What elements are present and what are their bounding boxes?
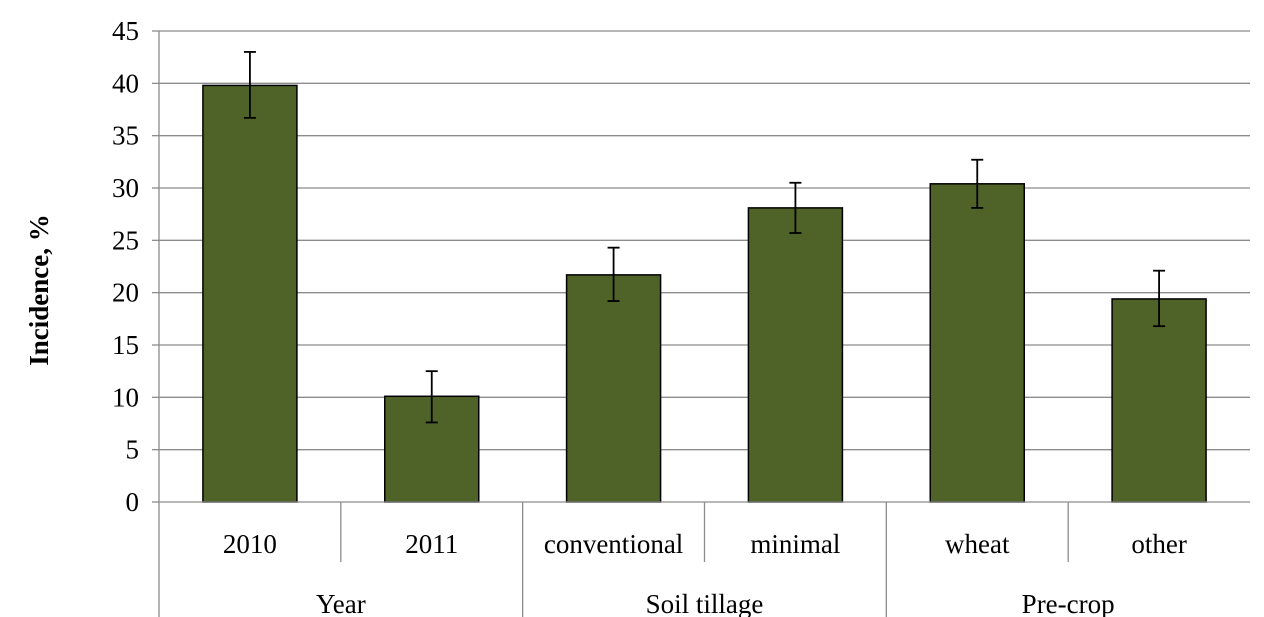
- y-tick-label: 35: [112, 121, 139, 151]
- y-tick-label: 5: [126, 435, 140, 465]
- y-axis-ticks: 0 5 10 15 20 25 30 35 40 45: [112, 16, 139, 517]
- bar: [202, 84, 298, 503]
- y-tick-label: 25: [112, 225, 139, 255]
- category-label: wheat: [945, 529, 1010, 559]
- bar: [747, 207, 844, 503]
- bar: [929, 183, 1025, 503]
- gridlines: [159, 30, 1250, 451]
- y-tick-label: 40: [112, 68, 139, 98]
- category-label: minimal: [750, 529, 840, 559]
- y-tick-label: 30: [112, 173, 139, 203]
- y-axis-title: Incidence, %: [24, 214, 54, 366]
- bars: [202, 84, 1207, 503]
- axes: [152, 30, 1250, 617]
- bar: [565, 274, 662, 503]
- group-label: Soil tillage: [646, 589, 764, 617]
- y-tick-label: 10: [112, 382, 139, 412]
- x-axis-group-labels: Year Soil tillage Pre-crop: [316, 589, 1115, 617]
- category-label: conventional: [544, 529, 683, 559]
- y-tick-label: 0: [126, 487, 140, 517]
- category-label: 2011: [405, 529, 458, 559]
- x-axis-category-labels: 2010 2011 conventional minimal wheat other: [223, 529, 1187, 559]
- y-tick-label: 15: [112, 330, 139, 360]
- y-tick-label: 45: [112, 16, 139, 46]
- category-label: 2010: [223, 529, 277, 559]
- category-label: other: [1131, 529, 1186, 559]
- bar: [1111, 298, 1207, 503]
- group-label: Year: [316, 589, 366, 617]
- y-tick-label: 20: [112, 278, 139, 308]
- group-label: Pre-crop: [1022, 589, 1115, 617]
- error-bars: [243, 51, 1166, 424]
